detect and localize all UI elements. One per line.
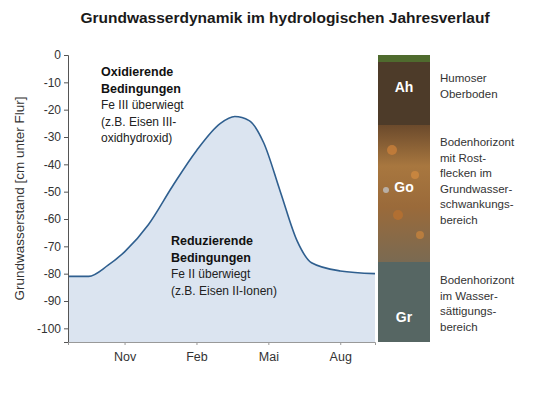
annotation: Reduzierende Bedingungen Fe II überwiegt (z… xyxy=(171,234,277,298)
soil-spot xyxy=(387,145,397,155)
chart-title: Grundwasserdynamik im hydrologischen Jah… xyxy=(80,9,490,26)
x-tick: Feb xyxy=(186,342,208,364)
soil-spot xyxy=(416,231,424,239)
x-axis: Nov Feb Mai Aug xyxy=(69,342,376,364)
y-tick-label: -100 xyxy=(37,322,61,336)
y-tick-label: -40 xyxy=(44,158,62,172)
y-tick-mark xyxy=(64,219,68,220)
y-axis: 0 -10 -20 -30 -40 -50 -60 -70 -80 -90 -100 xyxy=(37,48,69,342)
horizon-description: Bodenhorizont xyxy=(440,136,515,148)
soil-spot xyxy=(411,171,419,179)
y-tick-mark xyxy=(64,137,68,138)
soil-horizon xyxy=(378,262,430,342)
chart-svg: Grundwasserdynamik im hydrologischen Jah… xyxy=(0,0,560,398)
y-tick-mark xyxy=(64,164,68,165)
annotation-title: Reduzierende xyxy=(171,234,253,248)
y-tick: -40 xyxy=(44,158,68,172)
y-tick-mark xyxy=(64,328,68,329)
y-axis-line xyxy=(64,56,69,343)
y-tick-label: -90 xyxy=(44,294,62,308)
horizon-description: bereich xyxy=(440,214,478,226)
y-tick: -80 xyxy=(44,267,68,281)
y-tick-label: -10 xyxy=(44,76,62,90)
groundwater-line xyxy=(68,117,375,277)
y-tick-mark xyxy=(64,55,68,56)
horizon-symbol: Go xyxy=(394,179,413,195)
y-tick: -30 xyxy=(44,130,68,144)
y-tick-label: -70 xyxy=(44,240,62,254)
x-tick-label: Feb xyxy=(186,350,208,364)
annotation-text: Fe II überwiegt xyxy=(171,267,251,281)
horizon-description: schwankungs- xyxy=(440,198,514,210)
horizon-symbol: Gr xyxy=(396,309,413,325)
y-axis-title: Grundwasserstand [cm unter Flur] xyxy=(12,96,27,300)
x-tick-label: Mai xyxy=(259,350,279,364)
y-tick: -100 xyxy=(37,322,68,336)
annotation-text: Fe III überwiegt xyxy=(101,98,184,112)
y-tick-label: -80 xyxy=(44,267,62,281)
y-tick: -90 xyxy=(44,294,68,308)
groundwater-area xyxy=(68,117,375,343)
y-tick-mark xyxy=(64,82,68,83)
annotation-text: (z.B. Eisen II-Ionen) xyxy=(171,284,277,298)
x-tick-label: Nov xyxy=(114,350,137,364)
y-tick: -50 xyxy=(44,185,68,199)
horizon-description: mit Rost- xyxy=(440,152,486,164)
soil-spot xyxy=(393,210,403,220)
soil-grass xyxy=(378,55,430,62)
soil-horizon xyxy=(378,55,430,125)
y-tick-mark xyxy=(64,246,68,247)
y-tick: -20 xyxy=(44,103,68,117)
plot-area xyxy=(68,117,375,343)
x-tick-mark xyxy=(125,342,126,345)
x-tick-mark xyxy=(268,342,269,345)
annotation: Oxidierende Bedingungen Fe III überwiegt (z… xyxy=(101,65,184,145)
y-tick-label: -30 xyxy=(44,130,62,144)
annotation-title: Bedingungen xyxy=(101,82,181,96)
annotation-title: Oxidierende xyxy=(101,65,173,79)
x-tick: Nov xyxy=(114,342,137,364)
x-tick-mark xyxy=(340,342,341,345)
soil-spot xyxy=(383,187,389,193)
x-tick: Mai xyxy=(259,342,279,364)
horizon-description: bereich xyxy=(440,321,478,333)
y-tick: -70 xyxy=(44,240,68,254)
horizon-description: flecken im xyxy=(440,167,492,179)
x-tick: Aug xyxy=(330,342,352,364)
y-tick-mark xyxy=(64,110,68,111)
y-tick-mark xyxy=(64,274,68,275)
y-tick-label: -20 xyxy=(44,103,62,117)
horizon-symbol: Ah xyxy=(395,79,414,95)
x-axis-line xyxy=(69,343,376,346)
horizon-description: Grundwasser- xyxy=(440,183,512,195)
y-tick-label: 0 xyxy=(54,48,61,62)
annotation-title: Bedingungen xyxy=(171,251,251,265)
horizon-description: Bodenhorizont xyxy=(440,274,515,286)
y-tick-label: -50 xyxy=(44,185,62,199)
y-tick-mark xyxy=(64,192,68,193)
y-tick-mark xyxy=(64,301,68,302)
y-tick: 0 xyxy=(54,48,68,62)
x-tick-label: Aug xyxy=(330,350,352,364)
annotation-text: (z.B. Eisen III- xyxy=(101,115,176,129)
x-tick-mark xyxy=(196,342,197,345)
horizon-description: sättigungs- xyxy=(440,305,496,317)
soil-horizon xyxy=(378,125,430,262)
soil-profile: Ah Humoser Oberboden Go Bodenhorizont mit Ros… xyxy=(378,55,515,342)
horizon-description: Oberboden xyxy=(440,88,498,100)
horizon-description: Humoser xyxy=(440,72,487,84)
horizon-description: im Wasser- xyxy=(440,290,498,302)
y-tick: -60 xyxy=(44,212,68,226)
y-tick: -10 xyxy=(44,76,68,90)
annotation-text: oxidhydroxid) xyxy=(101,131,172,145)
y-tick-label: -60 xyxy=(44,212,62,226)
